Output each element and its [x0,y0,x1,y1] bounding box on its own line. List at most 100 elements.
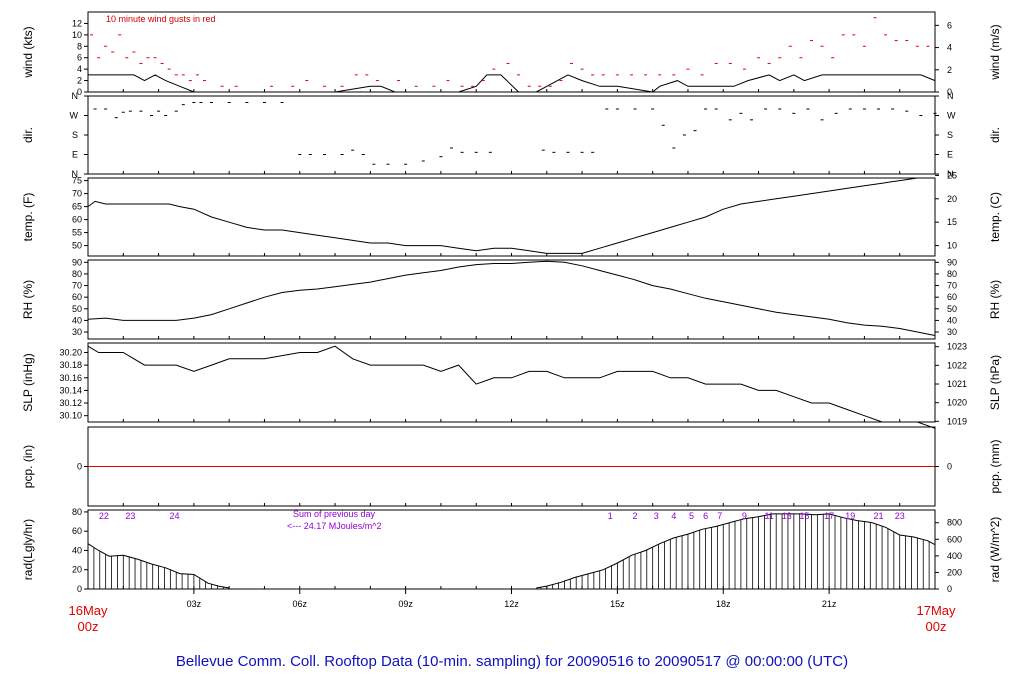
end-date-label: 17May [916,603,956,618]
rad-right-tick-label: 600 [947,534,962,544]
rad-frame [87,509,936,590]
temp-frame [87,177,936,257]
rad-left-tick-label: 80 [72,507,82,517]
rad-left-tick-label: 20 [72,565,82,575]
slp-left-label: SLP (inHg) [21,353,35,411]
time-axis-tick-label: 12z [504,599,519,609]
rad-hour-number: 1 [608,511,613,521]
wind-right-tick-label: 0 [947,87,952,97]
slp-right-tick-label: 1022 [947,360,967,370]
slp-right-label: SLP (hPa) [988,355,1002,410]
rad-hour-number: 15 [799,511,809,521]
rad-hour-number: 5 [689,511,694,521]
temp-left-tick-label: 50 [72,241,82,251]
wind-right-tick-label: 6 [947,20,952,30]
rh-frame [87,259,936,340]
dir-right-tick-label: E [947,150,953,160]
time-axis-tick-label: 21z [822,599,837,609]
wind-left-tick-label: 10 [72,30,82,40]
dir-right-tick-label: W [947,111,956,121]
rad-series-line [87,543,230,589]
time-axis-tick-label: 18z [716,599,731,609]
wind-right-tick-label: 4 [947,43,952,53]
dir-frame [87,95,936,175]
dir-right-tick-label: S [947,130,953,140]
wind-right-label: wind (m/s) [988,24,1002,80]
wind-left-label: wind (kts) [21,26,35,78]
temp-series-line [87,177,935,254]
temp-right-label: temp. (C) [988,192,1002,242]
rad-hour-number: 13 [782,511,792,521]
temp-left-tick-label: 55 [72,228,82,238]
temp-right-tick-label: 25 [947,170,957,180]
slp-right-tick-label: 1019 [947,416,967,426]
rh-right-tick-label: 80 [947,269,957,279]
rh-right-tick-label: 70 [947,281,957,291]
wind-left-tick-label: 8 [77,41,82,51]
rad-hour-number: 19 [845,511,855,521]
time-axis-tick-label: 03z [187,599,202,609]
temp-right-tick-label: 20 [947,194,957,204]
wind-left-tick-label: 2 [77,76,82,86]
rad-hour-number: 2 [633,511,638,521]
dir-left-tick-label: S [72,130,78,140]
temp-left-tick-label: 60 [72,215,82,225]
slp-left-tick-label: 30.10 [59,411,82,421]
slp-left-tick-label: 30.20 [59,347,82,357]
rad-hour-number: 6 [703,511,708,521]
temp-right-tick-label: 10 [947,241,957,251]
start-time-label: 00z [78,619,99,634]
temp-right-tick-label: 15 [947,217,957,227]
chart-title: Bellevue Comm. Coll. Rooftop Data (10-mi… [176,653,848,670]
dir-right-label: dir. [988,127,1002,143]
time-axis-tick-label: 15z [610,599,625,609]
rh-left-tick-label: 60 [72,292,82,302]
rad-right-tick-label: 0 [947,584,952,594]
rad-note-line1: Sum of previous day [293,509,376,519]
start-date-label: 16May [68,603,108,618]
slp-left-tick-label: 30.14 [59,385,82,395]
dir-left-tick-label: W [70,111,79,121]
time-axis-tick-label: 06z [292,599,307,609]
rh-left-tick-label: 50 [72,304,82,314]
rh-left-tick-label: 90 [72,257,82,267]
slp-left-tick-label: 30.16 [59,373,82,383]
wind-right-tick-label: 2 [947,65,952,75]
time-axis-tick-label: 09z [398,599,413,609]
slp-right-tick-label: 1021 [947,379,967,389]
rad-hour-number: 23 [895,511,905,521]
wind-gust-note: 10 minute wind gusts in red [106,14,216,24]
wind-left-tick-label: 4 [77,64,82,74]
temp-left-tick-label: 70 [72,189,82,199]
slp-series-line [87,345,936,429]
rad-left-label: rad(Lgly/hr) [21,519,35,580]
dir-left-label: dir. [21,127,35,143]
rad-right-tick-label: 400 [947,551,962,561]
rad-left-tick-label: 40 [72,545,82,555]
rh-left-tick-label: 70 [72,281,82,291]
slp-right-tick-label: 1023 [947,342,967,352]
rad-right-tick-label: 800 [947,518,962,528]
end-time-label: 00z [926,619,947,634]
rh-right-tick-label: 30 [947,327,957,337]
rad-right-label: rad (W/m^2) [988,517,1002,583]
slp-right-tick-label: 1020 [947,398,967,408]
dir-left-tick-label: N [72,169,79,179]
rad-hour-number: 9 [742,511,747,521]
wind-left-tick-label: 0 [77,87,82,97]
slp-left-tick-label: 30.12 [59,398,82,408]
rad-hour-number: 3 [654,511,659,521]
rh-left-tick-label: 30 [72,327,82,337]
rad-series-line [536,513,936,589]
pcp-right-label: pcp. (mm) [988,439,1002,493]
time-axis: 03z 06z 09z 12z 15z 18z 21z [187,589,837,609]
pcp-left-label: pcp. (in) [21,445,35,488]
dir-left-tick-label: E [72,150,78,160]
rh-left-label: RH (%) [21,280,35,319]
rad-hour-number: 23 [125,511,135,521]
temp-left-label: temp. (F) [21,193,35,242]
wind-series-line [88,74,936,93]
rad-left-tick-label: 0 [77,584,82,594]
dir-left-tick-label: N [72,91,79,101]
